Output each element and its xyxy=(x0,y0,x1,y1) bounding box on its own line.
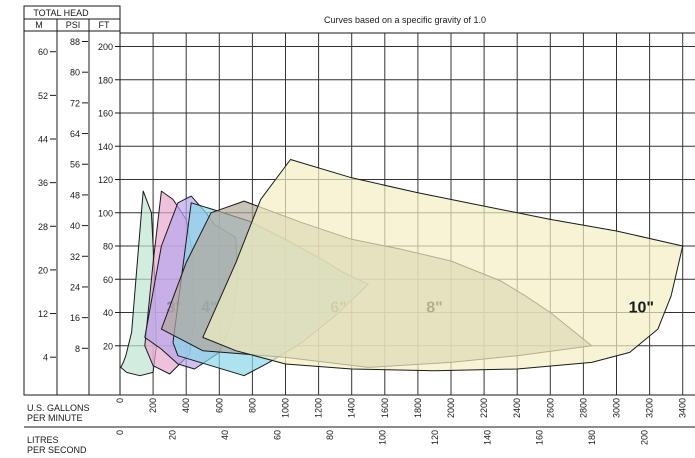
psi-tick-label: 16 xyxy=(70,313,80,323)
gpm-tick-label: 2000 xyxy=(446,398,456,418)
lps-tick-label: 180 xyxy=(587,430,597,445)
x2-axis-label-line1: LITRES xyxy=(27,435,59,445)
head-axis-box xyxy=(23,5,121,396)
pump-size-label-10in: 10" xyxy=(629,300,654,317)
total-head-header: TOTAL HEAD xyxy=(33,8,89,18)
m-tick-label: 28 xyxy=(38,222,48,232)
lps-tick-label: 140 xyxy=(482,430,492,445)
psi-tick-label: 64 xyxy=(70,129,80,139)
gpm-tick-label: 400 xyxy=(181,398,191,413)
x2-axis-label-line2: PER SECOND xyxy=(27,445,87,455)
x-axis-label-line1: U.S. GALLONS xyxy=(27,403,90,413)
ft-tick-label: 80 xyxy=(103,242,113,252)
head-column-psi: PSI xyxy=(66,20,81,30)
gpm-tick-label: 2200 xyxy=(479,398,489,418)
m-tick-label: 52 xyxy=(38,91,48,101)
m-tick-label: 44 xyxy=(38,135,48,145)
ft-tick-label: 20 xyxy=(103,341,113,351)
gpm-tick-label: 3000 xyxy=(612,398,622,418)
axis-frame xyxy=(23,5,695,428)
m-tick-label: 60 xyxy=(38,47,48,57)
axis-ticks: 2040608010012014016018020081624324048566… xyxy=(38,37,688,445)
lps-tick-label: 40 xyxy=(220,430,230,440)
head-column-ft: FT xyxy=(99,20,110,30)
gpm-tick-label: 2800 xyxy=(578,398,588,418)
ft-tick-label: 120 xyxy=(98,175,113,185)
gpm-tick-label: 200 xyxy=(148,398,158,413)
ft-tick-label: 40 xyxy=(103,308,113,318)
gpm-tick-label: 600 xyxy=(214,398,224,413)
psi-tick-label: 72 xyxy=(70,98,80,108)
m-tick-label: 12 xyxy=(38,309,48,319)
lps-tick-label: 200 xyxy=(640,430,650,445)
lps-tick-label: 120 xyxy=(430,430,440,445)
m-tick-label: 20 xyxy=(38,265,48,275)
ft-tick-label: 140 xyxy=(98,142,113,152)
gpm-tick-label: 800 xyxy=(247,398,257,413)
gpm-tick-label: 2400 xyxy=(512,398,522,418)
gpm-tick-label: 3200 xyxy=(645,398,655,418)
lps-tick-label: 60 xyxy=(272,430,282,440)
ft-tick-label: 160 xyxy=(98,109,113,119)
gpm-tick-label: 3400 xyxy=(678,398,688,418)
m-tick-label: 4 xyxy=(43,353,48,363)
ft-tick-label: 200 xyxy=(98,42,113,52)
ft-tick-label: 60 xyxy=(103,275,113,285)
gpm-tick-label: 1800 xyxy=(413,398,423,418)
gpm-tick-label: 0 xyxy=(115,398,125,403)
lps-tick-label: 160 xyxy=(535,430,545,445)
psi-tick-label: 32 xyxy=(70,252,80,262)
m-tick-label: 36 xyxy=(38,178,48,188)
ft-tick-label: 100 xyxy=(98,208,113,218)
x-axis-label-line2: PER MINUTE xyxy=(27,413,83,423)
lps-tick-label: 0 xyxy=(115,430,125,435)
gpm-tick-label: 1600 xyxy=(380,398,390,418)
head-column-m: M xyxy=(35,20,43,30)
psi-tick-label: 24 xyxy=(70,282,80,292)
psi-tick-label: 40 xyxy=(70,221,80,231)
pump-curve-areas: 3"4"6"8"10" xyxy=(120,159,684,377)
psi-tick-label: 56 xyxy=(70,160,80,170)
lps-tick-label: 20 xyxy=(167,430,177,440)
psi-tick-label: 8 xyxy=(75,344,80,354)
gpm-tick-label: 1400 xyxy=(347,398,357,418)
psi-tick-label: 80 xyxy=(70,68,80,78)
gpm-tick-label: 1000 xyxy=(281,398,291,418)
gpm-tick-label: 1200 xyxy=(314,398,324,418)
chart-title: Curves based on a specific gravity of 1.… xyxy=(324,15,486,25)
ft-tick-label: 180 xyxy=(98,75,113,85)
psi-tick-label: 88 xyxy=(70,37,80,47)
gpm-tick-label: 2600 xyxy=(545,398,555,418)
psi-tick-label: 48 xyxy=(70,190,80,200)
lps-tick-label: 80 xyxy=(325,430,335,440)
pump-curve-area-10in xyxy=(202,159,684,372)
lps-tick-label: 100 xyxy=(377,430,387,445)
